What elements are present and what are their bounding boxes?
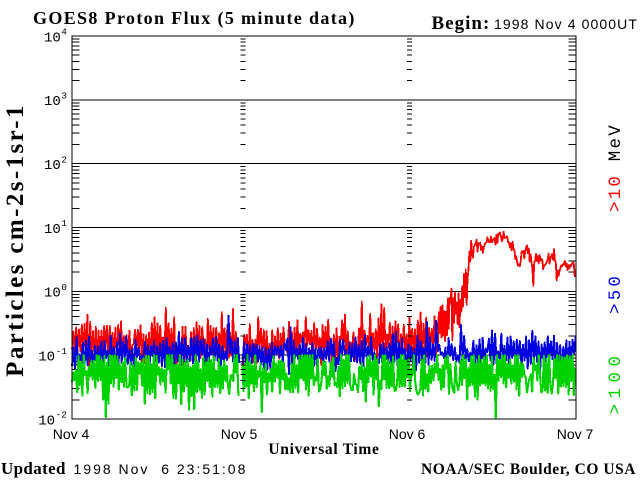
svg-text:10: 10 <box>44 158 61 174</box>
svg-text:3: 3 <box>61 91 67 102</box>
svg-text:1998 Nov 6 23:51:08: 1998 Nov 6 23:51:08 <box>74 461 248 477</box>
svg-text:>100: >100 <box>606 350 626 414</box>
svg-text:>50: >50 <box>606 273 626 314</box>
svg-text:Nov 5: Nov 5 <box>221 426 258 442</box>
svg-text:NOAA/SEC Boulder, CO USA: NOAA/SEC Boulder, CO USA <box>421 461 636 478</box>
svg-text:-1: -1 <box>56 346 68 357</box>
svg-text:10: 10 <box>44 30 61 46</box>
svg-text:4: 4 <box>61 27 67 38</box>
svg-text:-2: -2 <box>56 410 68 421</box>
svg-text:1: 1 <box>61 218 67 229</box>
svg-text:10: 10 <box>38 413 55 429</box>
svg-text:Begin:: Begin: <box>432 13 491 34</box>
svg-text:GOES8 Proton Flux (5 minute da: GOES8 Proton Flux (5 minute data) <box>33 8 356 29</box>
svg-text:2: 2 <box>61 154 67 165</box>
svg-text:>10 MeV: >10 MeV <box>606 123 626 212</box>
svg-text:10: 10 <box>44 94 61 110</box>
svg-text:Nov 4: Nov 4 <box>53 426 90 442</box>
svg-text:10: 10 <box>38 350 55 366</box>
svg-text:Nov 6: Nov 6 <box>389 426 426 442</box>
svg-text:1998 Nov 4 0000UT: 1998 Nov 4 0000UT <box>494 16 638 32</box>
svg-text:Universal Time: Universal Time <box>268 441 379 458</box>
svg-text:10: 10 <box>44 286 61 302</box>
svg-text:10: 10 <box>44 222 61 238</box>
svg-text:0: 0 <box>61 282 67 293</box>
svg-text:Particles cm-2s-1sr-1: Particles cm-2s-1sr-1 <box>2 103 29 377</box>
svg-text:Updated: Updated <box>1 459 66 478</box>
svg-text:Nov 7: Nov 7 <box>557 426 594 442</box>
